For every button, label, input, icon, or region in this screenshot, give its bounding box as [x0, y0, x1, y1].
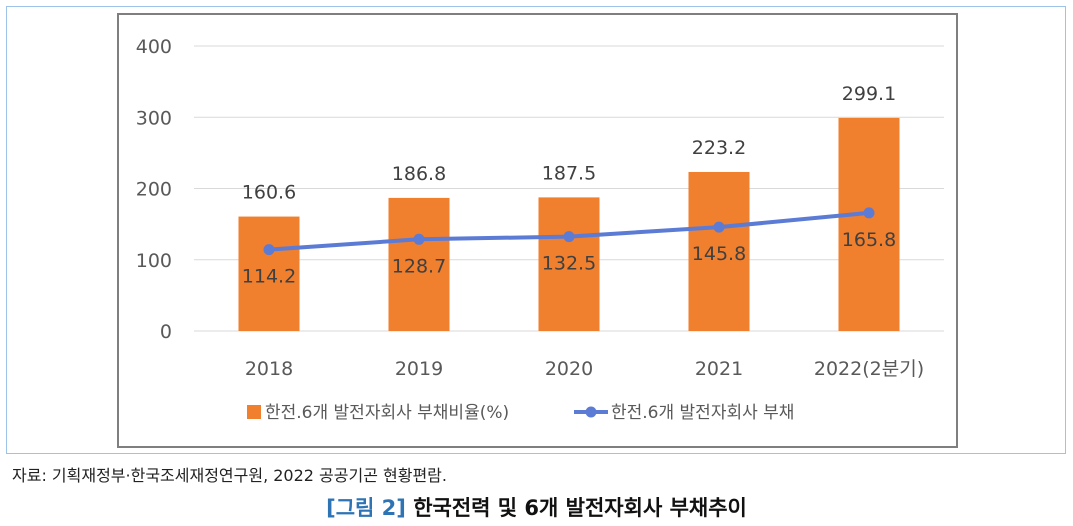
bar [388, 197, 450, 331]
bar-value-label: 299.1 [842, 83, 896, 105]
line-value-label: 132.5 [542, 253, 596, 275]
line-point [263, 244, 275, 256]
y-tick-label: 300 [136, 107, 172, 129]
y-tick-label: 400 [136, 36, 172, 58]
y-tick-label: 100 [136, 250, 172, 272]
bar [538, 197, 600, 331]
chart-frame: 0 100 200 300 400 160.6 186.8 187.5 223.2 299.1 20… [117, 13, 958, 448]
x-tick-label: 2018 [245, 358, 293, 380]
line-value-label: 165.8 [842, 229, 896, 251]
figure-title: 한국전력 및 6개 발전자회사 부채추이 [413, 496, 747, 520]
x-tick-label: 2019 [395, 358, 443, 380]
line-value-label: 128.7 [392, 255, 446, 277]
figure-caption: [그림 2] 한국전력 및 6개 발전자회사 부채추이 [0, 492, 1073, 522]
line-point [563, 231, 575, 243]
line-value-label: 145.8 [692, 243, 746, 265]
line-point [713, 221, 725, 233]
legend-line-marker [585, 406, 597, 418]
figure-number: [그림 2] [326, 496, 406, 520]
legend-line-label: 한전.6개 발전자회사 부채 [611, 403, 794, 423]
source-note: 자료: 기획재정부·한국조세재정연구원, 2022 공공기곤 현황편람. [12, 466, 447, 485]
bar-value-label: 187.5 [542, 162, 596, 184]
x-tick-label: 2021 [695, 358, 743, 380]
bar [838, 117, 900, 331]
bar [688, 171, 750, 331]
bar-value-label: 186.8 [392, 163, 446, 185]
x-tick-label: 2022(2분기) [814, 358, 924, 380]
line-value-label: 114.2 [242, 266, 296, 288]
y-tick-label: 200 [136, 179, 172, 201]
legend-bar-swatch [247, 405, 261, 419]
y-tick-label: 0 [160, 321, 172, 343]
legend-bar-label: 한전.6개 발전자회사 부채비율(%) [265, 403, 509, 423]
x-tick-label: 2020 [545, 358, 593, 380]
chart-plot: 0 100 200 300 400 160.6 186.8 187.5 223.2 299.1 20… [136, 36, 944, 423]
bar-value-label: 223.2 [692, 137, 746, 159]
line-point [413, 233, 425, 245]
bar-value-label: 160.6 [242, 182, 296, 204]
line-point [863, 207, 875, 219]
figure-border [6, 6, 1066, 454]
bar [238, 216, 300, 331]
